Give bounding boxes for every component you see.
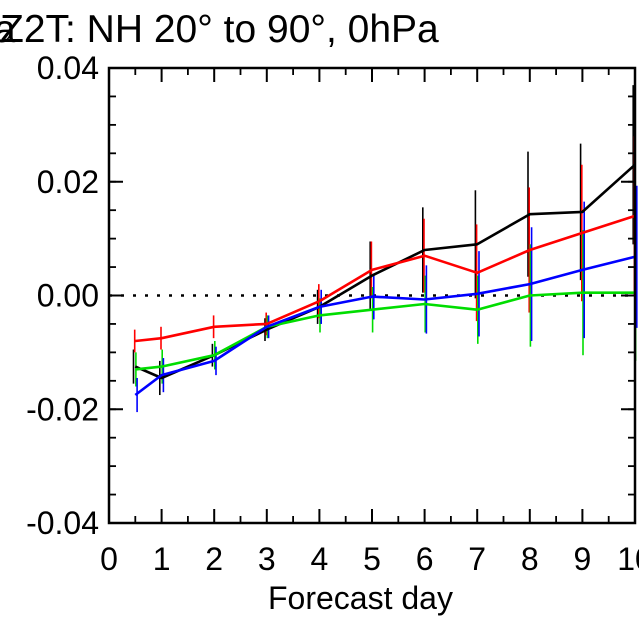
x-tick-label: 2 — [205, 541, 223, 577]
y-tick-label: 0.00 — [37, 278, 99, 314]
x-tick-label: 10 — [617, 541, 639, 577]
x-axis-label: Forecast day — [268, 580, 453, 616]
series-line-3 — [135, 291, 635, 371]
y-tick-label: -0.02 — [26, 391, 99, 427]
y-tick-label: 0.04 — [37, 50, 99, 86]
series-line-1 — [134, 163, 636, 380]
x-tick-label: 9 — [574, 541, 592, 577]
clipped-title-fragment: a — [0, 8, 16, 51]
series-line-4 — [134, 255, 636, 397]
x-tick-label: 7 — [468, 541, 486, 577]
x-tick-label: 0 — [100, 541, 118, 577]
x-tick-label: 1 — [153, 541, 171, 577]
chart-title: Z2T: NH 20° to 90°, 0hPa — [0, 8, 439, 51]
x-tick-label: 8 — [521, 541, 539, 577]
x-tick-label: 5 — [363, 541, 381, 577]
y-tick-label: -0.04 — [26, 505, 99, 541]
series-line-2 — [135, 214, 636, 343]
y-tick-label: 0.02 — [37, 164, 99, 200]
x-tick-label: 3 — [258, 541, 276, 577]
x-tick-label: 6 — [416, 541, 434, 577]
x-tick-label: 4 — [311, 541, 329, 577]
